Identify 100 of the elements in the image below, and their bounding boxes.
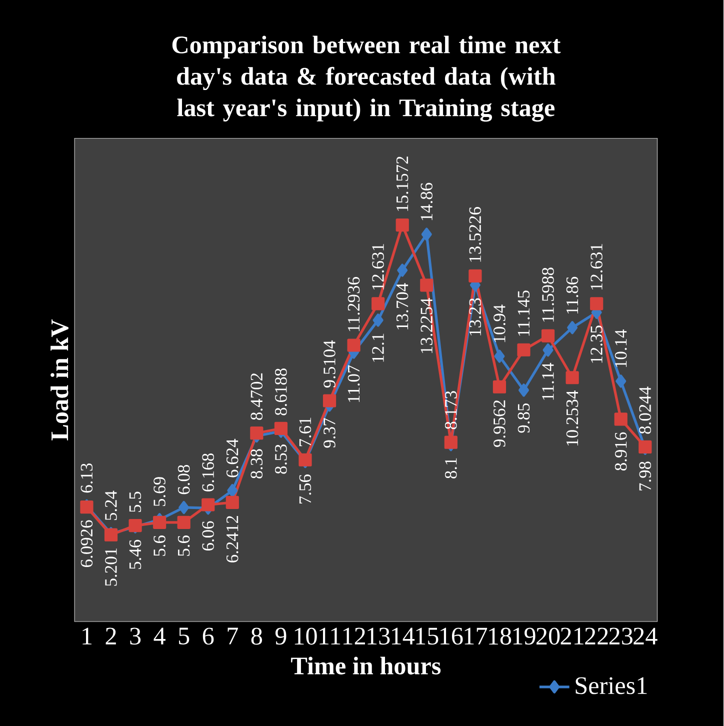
point	[250, 426, 264, 440]
data-label: 8.6188	[275, 368, 288, 416]
data-label: 8.916	[615, 432, 628, 470]
data-label: 12.631	[590, 244, 603, 290]
data-label: 6.2412	[226, 516, 239, 562]
point	[323, 394, 336, 408]
point	[518, 384, 530, 397]
data-label: 5.5	[130, 492, 142, 512]
data-label: 8.4702	[251, 373, 263, 420]
data-label: 8.173	[445, 391, 458, 430]
point	[566, 371, 580, 384]
data-label: 5.6	[178, 536, 190, 556]
point	[274, 422, 288, 436]
data-label: 5.24	[105, 490, 118, 520]
point	[396, 218, 410, 232]
data-label: 8.53	[275, 444, 288, 474]
x-tick-label: 7	[228, 628, 238, 644]
data-label: 11.07	[348, 365, 360, 402]
point	[517, 343, 531, 356]
point	[226, 496, 240, 510]
point	[494, 350, 505, 363]
data-label: 10.14	[615, 330, 628, 368]
point	[227, 484, 238, 498]
data-label: 9.85	[518, 403, 530, 433]
data-label: 6.624	[226, 438, 239, 478]
point	[468, 269, 482, 282]
data-label: 5.201	[105, 548, 118, 586]
data-label: 6.168	[202, 453, 214, 492]
x-tick-label: 24	[634, 628, 658, 644]
data-label: 8.38	[251, 449, 263, 478]
x-tick-label: 8	[252, 628, 262, 645]
point	[420, 278, 434, 292]
point	[567, 321, 578, 334]
chart-title: Comparison between real time next day's data & forecasted data (with last year's input) in Training stage	[172, 36, 561, 122]
x-tick-label: 14	[392, 628, 415, 644]
data-label: 15.1572	[396, 156, 409, 211]
data-label: 7.98	[639, 462, 652, 490]
data-label: 7.61	[300, 418, 312, 446]
data-label: 5.46	[130, 540, 142, 569]
point	[616, 374, 626, 388]
point	[178, 500, 190, 514]
data-label: 10.94	[494, 304, 506, 342]
x-tick-label: 4	[154, 628, 166, 644]
x-tick-label: 19	[514, 628, 536, 645]
data-label: 11.5988	[542, 268, 554, 322]
x-tick-label: 20	[536, 628, 560, 645]
data-label: 11.145	[518, 290, 530, 336]
point	[543, 343, 554, 357]
data-label: 13.23	[470, 298, 482, 336]
point	[372, 297, 385, 310]
data-label: 13.704	[396, 283, 409, 330]
x-tick-label: 22	[585, 628, 608, 644]
data-label: 8.1	[445, 458, 458, 478]
x-tick-label: 16	[440, 628, 464, 645]
data-label: 8.0244	[639, 386, 652, 434]
x-tick-label: 23	[610, 628, 633, 645]
x-tick-label: 3	[130, 628, 141, 645]
y-axis-title: Load in kV	[50, 319, 69, 440]
legend-label: Series1	[576, 677, 647, 694]
x-tick-label: 17	[465, 628, 488, 644]
point	[347, 338, 361, 352]
point	[422, 228, 432, 241]
data-label: 11.2936	[348, 277, 360, 332]
x-axis-title: Time in hours	[291, 656, 441, 674]
data-label: 13.5226	[470, 207, 482, 262]
data-label: 9.9562	[494, 400, 506, 447]
point	[614, 412, 628, 426]
data-label: 11.14	[542, 362, 554, 400]
point	[153, 516, 166, 529]
data-label: 6.0926	[81, 520, 93, 567]
point	[493, 380, 506, 394]
data-label: 5.6	[154, 536, 166, 556]
x-tick-label: 13	[368, 628, 390, 645]
x-tick-label: 21	[561, 628, 584, 644]
point	[397, 264, 408, 277]
data-label: 14.86	[420, 182, 433, 220]
data-label: 10.2534	[566, 390, 578, 446]
data-label: 12.35	[590, 326, 603, 363]
x-tick-label: 2	[106, 628, 116, 644]
data-label: 6.08	[178, 464, 190, 494]
data-label: 12.1	[372, 334, 384, 362]
point	[590, 297, 604, 310]
x-tick-label: 5	[179, 628, 190, 644]
point	[202, 498, 215, 512]
point	[542, 329, 555, 342]
data-label: 6.13	[81, 463, 93, 493]
data-label: 9.5104	[324, 340, 336, 388]
data-label: 12.631	[372, 244, 384, 290]
data-label: 11.86	[566, 276, 578, 314]
x-tick-label: 12	[344, 628, 366, 644]
point	[178, 516, 191, 529]
data-label: 7.56	[300, 474, 312, 504]
x-tick-label: 1	[82, 628, 92, 644]
x-tick-label: 10	[295, 628, 318, 645]
point	[373, 314, 384, 327]
data-label: 9.37	[324, 418, 336, 448]
data-label: 5.69	[154, 477, 166, 506]
x-tick-label: 6	[203, 628, 214, 645]
x-tick-label: 9	[276, 628, 286, 645]
x-tick-label: 18	[489, 628, 512, 645]
